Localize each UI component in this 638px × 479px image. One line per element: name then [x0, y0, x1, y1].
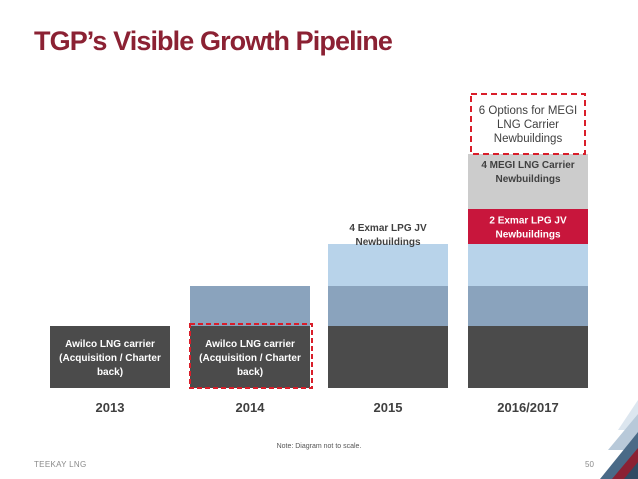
segment-label-2-line-0: 4 Exmar LPG JV — [211, 261, 289, 272]
scale-note: Note: Diagram not to scale. — [276, 443, 362, 450]
category-label-1: 2014 — [236, 400, 266, 415]
segment-label-0-line-2: back) — [97, 367, 123, 378]
corner-triangle-5 — [624, 462, 638, 479]
bar-1-1 — [190, 286, 310, 326]
bar-1-2 — [328, 286, 448, 326]
segment-label-0-line-0: Awilco LNG carrier — [65, 339, 155, 350]
segment-label-6-line-0: 6 Options for MEGI — [479, 105, 577, 117]
bar-4-3 — [468, 154, 588, 209]
page-number: 50 — [585, 460, 594, 469]
segment-label-1-line-2: back) — [237, 367, 263, 378]
category-label-0: 2013 — [96, 400, 125, 415]
segment-label-3-line-1: Newbuildings — [356, 237, 421, 248]
category-label-3: 2016/2017 — [497, 400, 558, 415]
bar-2-2 — [328, 244, 448, 286]
awilco-2014-dashed-outline — [189, 323, 313, 389]
segment-label-1-line-1: (Acquisition / Charter — [199, 353, 301, 364]
segment-label-3-line-0: 4 Exmar LPG JV — [349, 223, 427, 234]
segment-label-5-line-0: 4 MEGI LNG Carrier — [481, 160, 574, 171]
segment-label-6-line-1: LNG Carrier — [497, 119, 559, 131]
category-label-2: 2015 — [374, 400, 403, 415]
corner-triangle-2 — [608, 414, 638, 450]
page-title: TGP’s Visible Growth Pipeline — [34, 26, 393, 56]
segment-label-1-line-0: Awilco LNG carrier — [205, 339, 295, 350]
segment-label-4-line-0: 2 Exmar LPG JV — [489, 216, 567, 227]
footer-company: TEEKAY LNG — [34, 460, 87, 469]
bar-1-3 — [468, 286, 588, 326]
segment-label-6-line-2: Newbuildings — [494, 133, 563, 145]
bar-0-0 — [50, 326, 170, 388]
segment-label-4-line-1: Newbuildings — [496, 230, 561, 241]
corner-graphic — [600, 400, 638, 479]
bar-0-3 — [468, 326, 588, 388]
segment-label-0-line-1: (Acquisition / Charter — [59, 353, 161, 364]
bar-0-2 — [328, 326, 448, 388]
bar-3-3 — [468, 209, 588, 244]
segment-label-2-line-1: Newbuildings — [218, 275, 283, 286]
bar-5-3 — [470, 93, 586, 155]
bar-0-1 — [190, 326, 310, 388]
bar-2-3 — [468, 244, 588, 286]
segment-label-5-line-1: Newbuildings — [496, 174, 561, 185]
